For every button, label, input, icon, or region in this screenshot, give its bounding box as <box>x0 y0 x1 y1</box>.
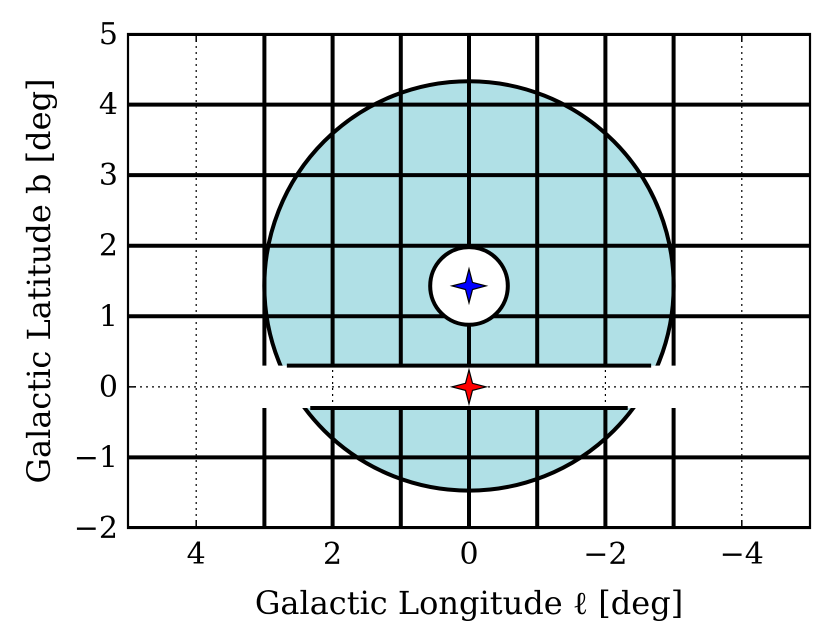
y-tick-label: −2 <box>74 511 118 546</box>
markers <box>449 266 489 407</box>
x-tick-label: 0 <box>459 537 478 572</box>
marker-star-1 <box>449 367 489 407</box>
lower-region <box>128 408 810 528</box>
marker-star-0 <box>449 266 489 306</box>
y-tick-label: 2 <box>99 229 118 264</box>
y-tick-label: 4 <box>99 88 118 123</box>
y-tick-label: −1 <box>74 440 118 475</box>
y-tick-label: 3 <box>99 158 118 193</box>
y-axis-label: Galactic Latitude b [deg] <box>20 78 58 483</box>
lower-region-tile-lines <box>128 408 810 528</box>
y-tick-label: 5 <box>99 17 118 52</box>
y-tick-label: 0 <box>99 370 118 405</box>
x-tick-label: −4 <box>720 537 764 572</box>
x-tick-label: 2 <box>323 537 342 572</box>
x-axis-label: Galactic Longitude ℓ [deg] <box>255 584 683 622</box>
axis-ticks: 4 2 0 −2 −4 −2 −1 0 1 2 3 4 5 <box>74 17 810 572</box>
lower-region-outline <box>302 408 636 493</box>
upper-region <box>128 34 810 366</box>
survey-region <box>128 34 810 528</box>
x-tick-label: −2 <box>583 537 627 572</box>
x-tick-label: 4 <box>187 537 206 572</box>
y-tick-label: 1 <box>99 299 118 334</box>
upper-region-outline <box>262 79 676 366</box>
